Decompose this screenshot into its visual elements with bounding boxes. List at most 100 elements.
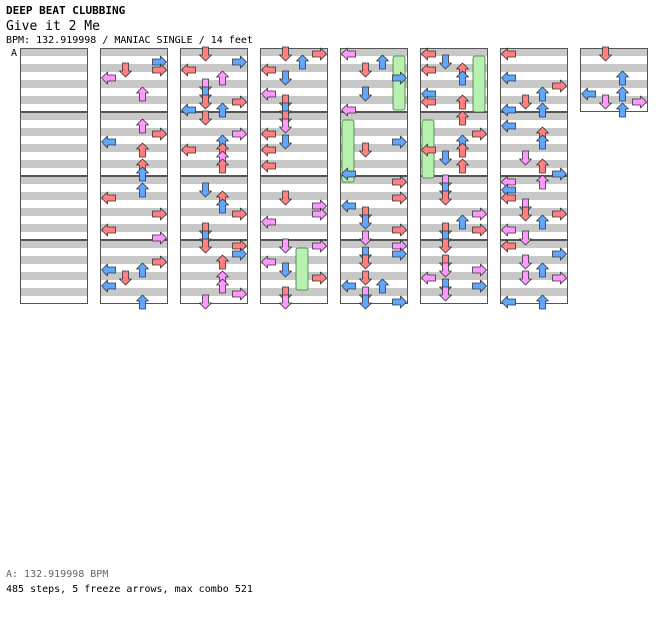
beat-stripe [180, 240, 248, 248]
beat-stripe [420, 240, 488, 248]
arrow-right [472, 207, 487, 221]
arrow-right [472, 279, 487, 293]
arrow-right [392, 295, 407, 309]
beat-stripe [340, 224, 408, 232]
arrow-right [152, 127, 167, 141]
beat-stripe [500, 112, 568, 120]
arrow-right [312, 47, 327, 61]
arrow-right [392, 135, 407, 149]
arrow-up [616, 102, 629, 118]
beat-stripe [420, 272, 488, 280]
beat-stripe [180, 160, 248, 168]
arrow-left [341, 103, 356, 117]
beat-stripe [100, 224, 168, 232]
measure-border [260, 240, 328, 304]
measure-border [20, 176, 88, 240]
arrow-down [599, 46, 612, 62]
arrow-up [376, 278, 389, 294]
beat-stripe [260, 128, 328, 136]
arrow-down [439, 262, 452, 278]
arrow-down [519, 150, 532, 166]
arrow-up [456, 158, 469, 174]
beat-stripe [100, 160, 168, 168]
beat-stripe [500, 96, 568, 104]
beat-stripe [260, 80, 328, 88]
arrow-down [279, 118, 292, 134]
beat-stripe [180, 224, 248, 232]
measure-border [580, 48, 648, 112]
arrow-left [501, 47, 516, 61]
arrow-down [359, 214, 372, 230]
beat-stripe [340, 64, 408, 72]
beat-stripe [500, 144, 568, 152]
arrow-down [519, 270, 532, 286]
beat-stripe [20, 288, 88, 296]
step-chart [20, 46, 648, 310]
beat-stripe [340, 208, 408, 216]
arrow-left [101, 71, 116, 85]
freeze-count: 5 [72, 584, 79, 595]
arrow-left [181, 63, 196, 77]
arrow-left [501, 223, 516, 237]
arrow-up [216, 158, 229, 174]
arrow-left [261, 127, 276, 141]
arrow-up [536, 86, 549, 102]
arrow-right [632, 95, 647, 109]
arrow-up [216, 254, 229, 270]
beat-stripe [500, 288, 568, 296]
beat-stripe [260, 48, 328, 56]
arrow-left [501, 103, 516, 117]
beat-stripe [420, 176, 488, 184]
arrow-up [536, 158, 549, 174]
measure-border [420, 240, 488, 304]
arrow-up [456, 70, 469, 86]
beat-stripe [180, 208, 248, 216]
arrow-up [136, 118, 149, 134]
arrow-down [199, 110, 212, 126]
freeze-arrow [295, 247, 309, 291]
arrow-right [392, 71, 407, 85]
arrow-up [616, 70, 629, 86]
arrow-down [279, 294, 292, 310]
arrow-right [152, 231, 167, 245]
arrow-right [232, 95, 247, 109]
measure-border [180, 240, 248, 304]
arrow-left [501, 119, 516, 133]
arrow-left [341, 167, 356, 181]
beat-stripe [180, 128, 248, 136]
beat-stripe [100, 192, 168, 200]
arrow-down [119, 62, 132, 78]
game-title: DEEP BEAT CLUBBING [6, 4, 126, 17]
beat-stripe [180, 64, 248, 72]
beat-stripe [100, 256, 168, 264]
arrow-down [439, 286, 452, 302]
arrow-down [519, 230, 532, 246]
measure-border [500, 240, 568, 304]
arrow-down [599, 94, 612, 110]
arrow-left [101, 135, 116, 149]
arrow-down [439, 190, 452, 206]
arrow-left [261, 255, 276, 269]
arrow-left [341, 47, 356, 61]
beat-stripe [580, 96, 648, 104]
beat-stripe [420, 224, 488, 232]
arrow-up [216, 278, 229, 294]
beat-stripe [180, 288, 248, 296]
arrow-left [341, 279, 356, 293]
measure-border [420, 48, 488, 112]
measure-border [260, 176, 328, 240]
beat-stripe [500, 208, 568, 216]
arrow-down [359, 270, 372, 286]
beat-stripe [260, 272, 328, 280]
chart-meta: BPM: 132.919998 / MANIAC SINGLE / 14 fee… [6, 35, 253, 46]
beat-stripe [20, 176, 88, 184]
beat-stripe [20, 80, 88, 88]
beat-stripe [420, 256, 488, 264]
measure-border [20, 48, 88, 112]
measure-border [340, 48, 408, 112]
arrow-left [261, 143, 276, 157]
measure-border [100, 176, 168, 240]
measure-border [20, 240, 88, 304]
meta-separator: / [96, 35, 115, 46]
arrow-up [216, 102, 229, 118]
